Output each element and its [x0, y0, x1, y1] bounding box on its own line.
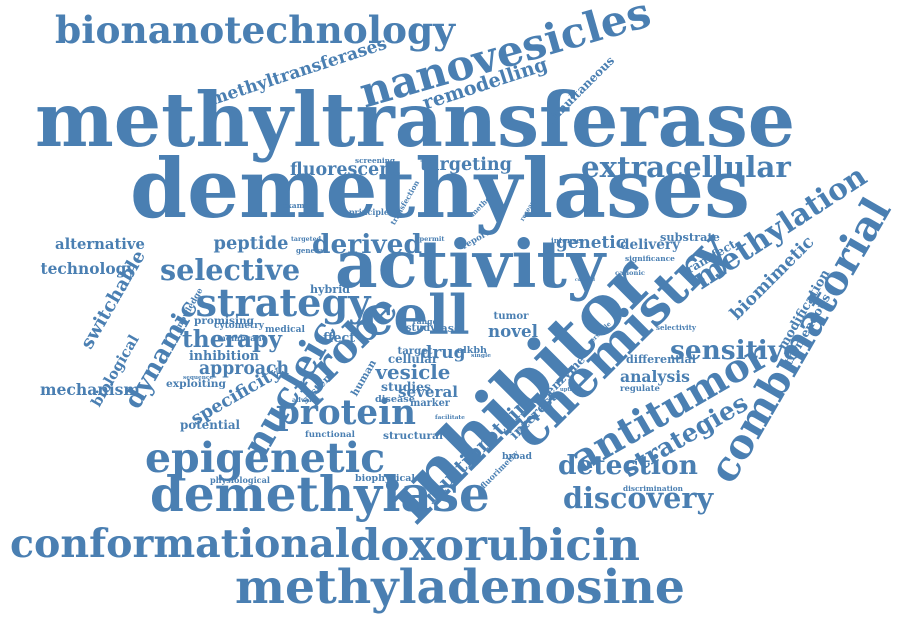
word: potential — [180, 418, 241, 432]
word: technology — [40, 259, 136, 278]
word: medical — [265, 323, 305, 335]
word: several — [398, 382, 459, 401]
word: target — [397, 345, 433, 357]
word: physiological — [210, 475, 270, 485]
word: discrimination — [623, 483, 683, 493]
word: mechanism — [40, 380, 140, 399]
word: studies — [381, 379, 432, 394]
word: screening — [355, 155, 395, 165]
word: permit — [419, 234, 445, 243]
word: peptide — [213, 233, 289, 254]
word: demethylases — [130, 141, 750, 237]
word: disease — [375, 394, 415, 405]
word: marker — [410, 398, 450, 409]
word: epigenetic — [145, 433, 386, 482]
word: drug — [420, 342, 466, 363]
word: structural — [383, 428, 444, 442]
word: promising — [194, 314, 254, 327]
word: differential — [626, 352, 696, 366]
word: analysis — [620, 367, 690, 386]
word: broad — [502, 450, 532, 462]
word: methyladenosine — [235, 559, 685, 615]
word: effect — [315, 329, 356, 345]
word: doxorubicin — [350, 519, 640, 571]
word: targeting — [420, 155, 512, 175]
word: novel — [488, 320, 538, 341]
word: selectivity — [656, 322, 696, 332]
word: delivery — [620, 237, 680, 253]
word: cell — [360, 282, 470, 347]
word: conformational — [10, 521, 350, 567]
word: genetic — [556, 231, 626, 252]
word: activity — [335, 225, 606, 303]
word: base — [433, 321, 461, 335]
word: tumor — [493, 310, 529, 322]
word: exploiting — [166, 376, 226, 390]
word: biophysical — [355, 472, 415, 484]
word: selective — [160, 252, 301, 287]
word: alternative — [55, 235, 145, 253]
word: detection — [558, 449, 698, 481]
word: inhibition — [189, 347, 259, 363]
word: significance — [625, 253, 675, 263]
word: discovery — [563, 480, 714, 515]
word: cellular — [388, 352, 438, 366]
word: functional — [305, 429, 355, 440]
word: cationic — [615, 268, 645, 277]
word: approach — [199, 358, 290, 379]
word: example — [282, 201, 318, 210]
word: single — [471, 352, 491, 359]
word: sensitive — [670, 335, 800, 366]
word: uptake — [560, 386, 580, 393]
word: alkbh — [457, 345, 487, 356]
word: sequence — [183, 375, 214, 381]
word: general — [296, 245, 326, 255]
word: cytometry — [214, 320, 264, 331]
word: facilitate — [435, 414, 465, 421]
word: demethylase — [150, 467, 490, 523]
word: methyltransferase — [35, 76, 796, 164]
word: range — [412, 317, 438, 326]
word: substrate — [660, 229, 720, 244]
word: fluorescent — [290, 160, 401, 180]
word: hybrid — [310, 282, 351, 296]
word: therapy — [182, 324, 282, 353]
word: protein — [276, 393, 416, 433]
word: membrane — [217, 333, 267, 343]
word: advance — [292, 395, 322, 404]
word: vesicle — [375, 360, 451, 384]
word: extracellular — [581, 148, 791, 184]
word: bionanotechnology — [55, 7, 455, 52]
word: study — [406, 323, 436, 334]
word: derived — [312, 229, 422, 260]
word: cultured — [575, 277, 595, 282]
word: targeted — [291, 236, 321, 243]
word: regulate — [620, 383, 660, 393]
word: strategy — [195, 281, 371, 326]
word: principle — [349, 208, 389, 217]
word: intense — [551, 235, 581, 245]
